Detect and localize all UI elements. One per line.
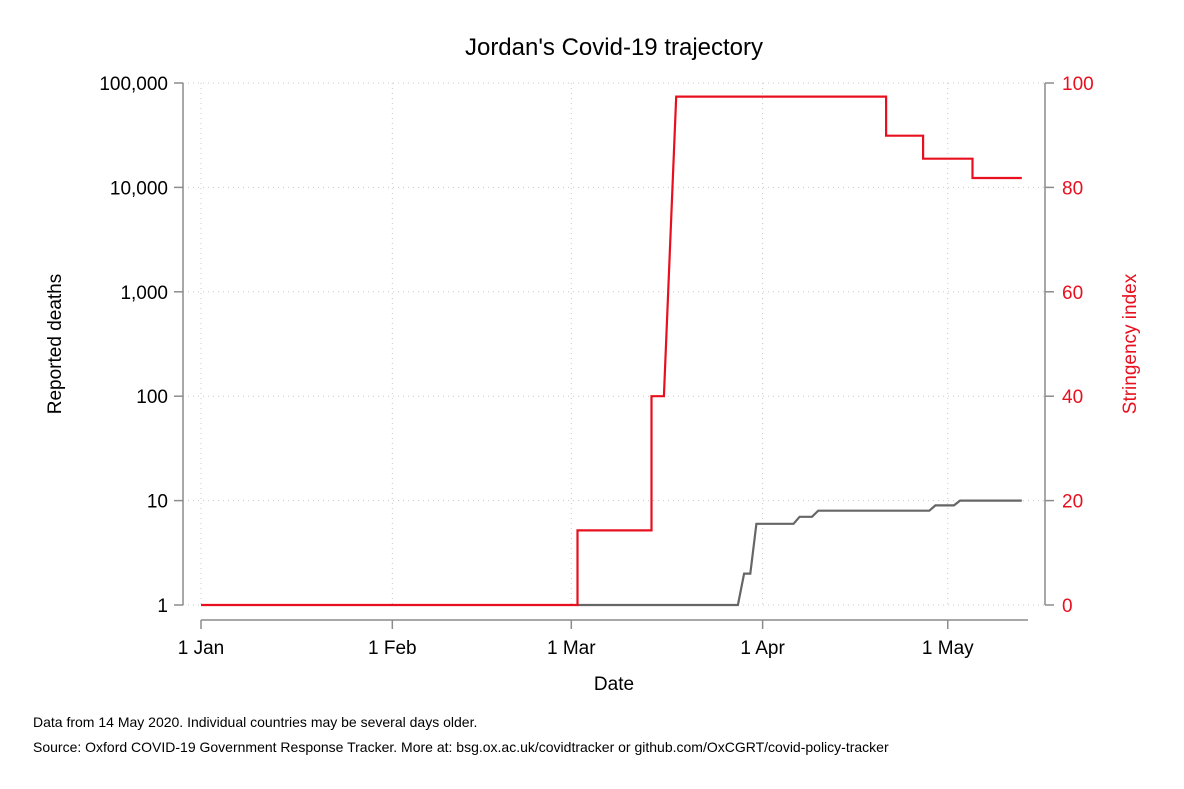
y-right-tick-label: 20 <box>1062 492 1083 513</box>
y-right-tick-label: 80 <box>1062 178 1083 199</box>
series-line-stringency <box>201 95 1022 607</box>
x-tick-label: 1 Mar <box>547 638 596 659</box>
x-axis-label: Date <box>594 674 634 695</box>
y-left-tick-label: 1 <box>157 596 168 617</box>
axes: 1 10 100 1,000 10,000 100,000 0 20 40 60 80 100 1 Ja… <box>99 74 1093 659</box>
y-right-tick-label: 40 <box>1062 387 1083 408</box>
x-tick-label: 1 Feb <box>368 638 417 659</box>
series-line-deaths <box>577 499 1022 607</box>
x-tick-label: 1 Apr <box>740 638 785 659</box>
chart-title: Jordan's Covid-19 trajectory <box>465 34 763 61</box>
y-right-tick-label: 0 <box>1062 596 1073 617</box>
y-right-tick-label: 60 <box>1062 283 1083 304</box>
x-tick-label: 1 Jan <box>178 638 224 659</box>
x-tick-label: 1 May <box>922 638 974 659</box>
y-left-tick-label: 100,000 <box>99 74 168 95</box>
y-axis-right-label: Stringency index <box>1120 273 1141 414</box>
grid <box>183 82 1045 606</box>
y-left-tick-label: 1,000 <box>120 283 168 304</box>
y-left-tick-label: 100 <box>136 387 168 408</box>
series <box>201 95 1022 607</box>
note-line-1: Data from 14 May 2020. Individual countr… <box>33 714 477 730</box>
y-left-tick-label: 10 <box>147 492 168 513</box>
y-right-tick-label: 100 <box>1062 74 1094 95</box>
y-left-tick-label: 10,000 <box>110 178 168 199</box>
y-axis-left-label: Reported deaths <box>45 274 66 415</box>
note-line-2: Source: Oxford COVID-19 Government Respo… <box>33 739 889 755</box>
